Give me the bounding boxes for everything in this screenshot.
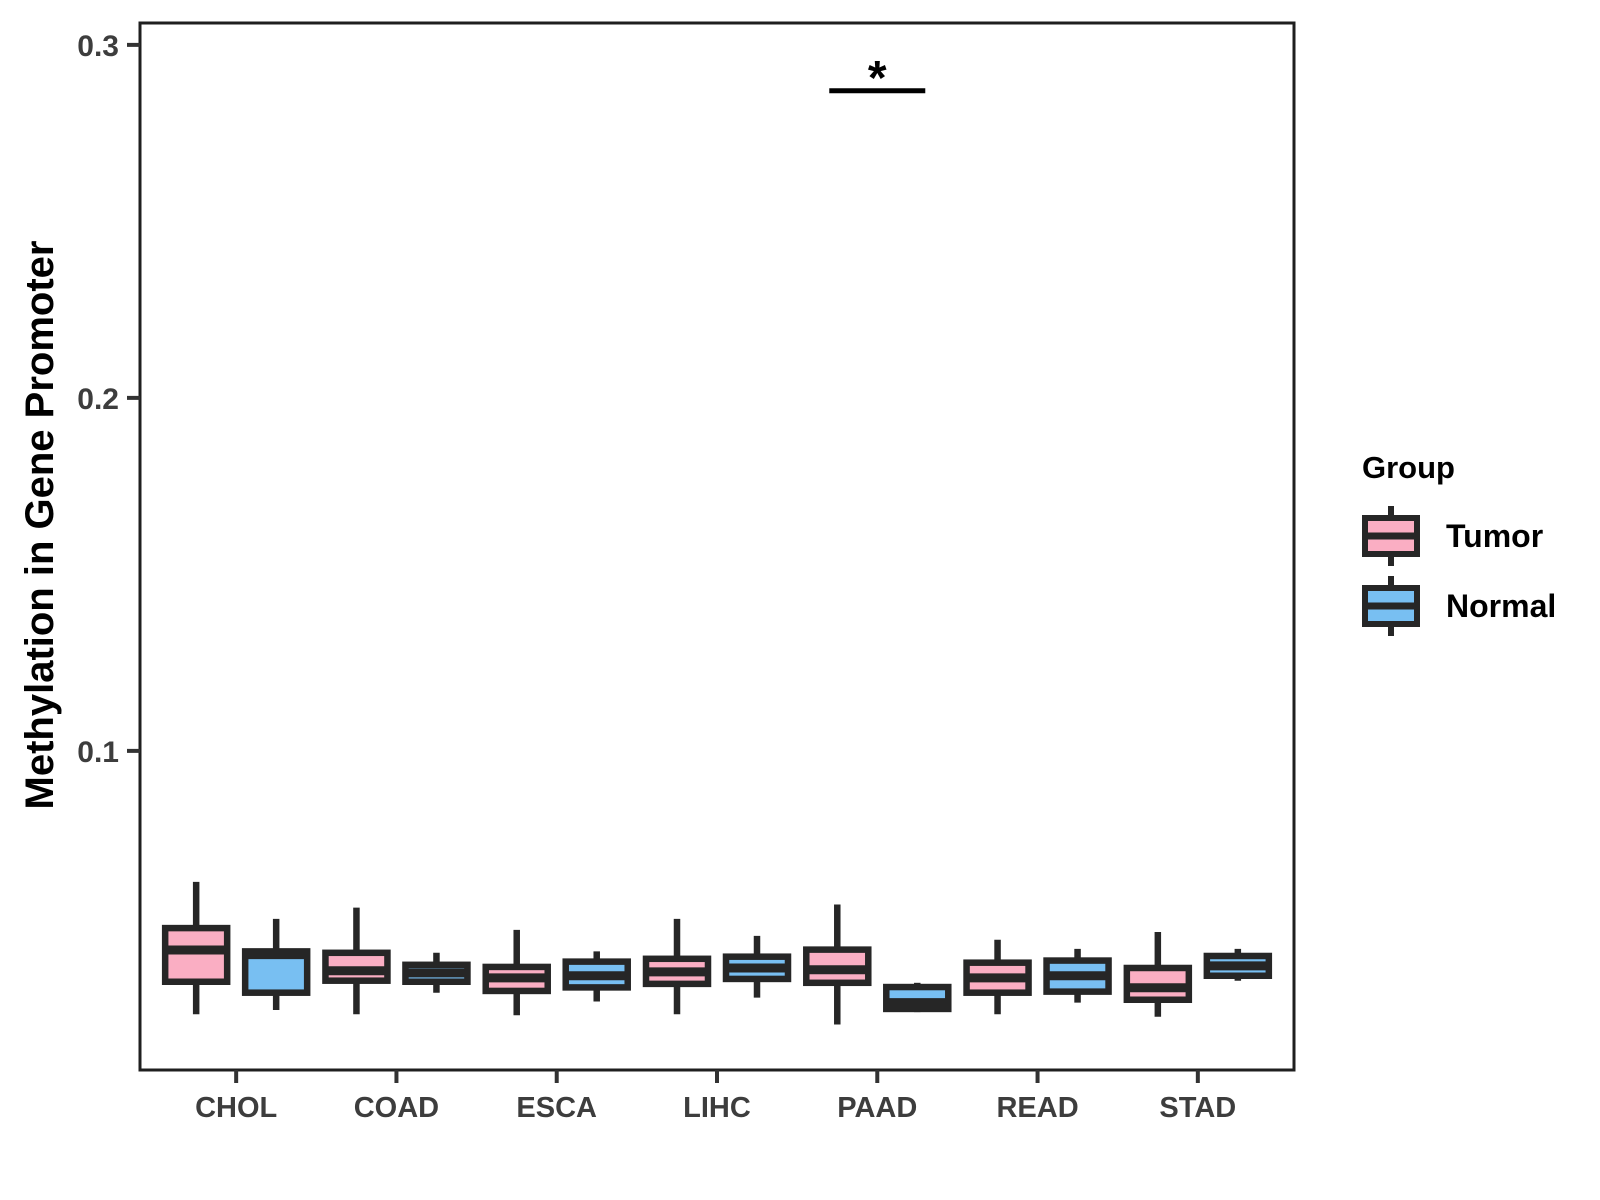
tumor-boxplot-key-icon bbox=[1362, 506, 1420, 566]
box-paad-tumor bbox=[803, 904, 872, 1025]
box-stad-tumor bbox=[1123, 931, 1193, 1017]
box-chol-tumor bbox=[161, 881, 231, 1015]
normal-boxplot-key-icon bbox=[1362, 576, 1420, 636]
boxplot-series bbox=[161, 881, 1273, 1025]
box-paad-normal bbox=[883, 982, 952, 1013]
x-tick-label-stad: STAD bbox=[1159, 1092, 1236, 1124]
plot-panel bbox=[138, 21, 1296, 1072]
y-tick-label: 0.2 bbox=[77, 383, 119, 416]
x-tick-label-coad: COAD bbox=[354, 1092, 439, 1124]
box-lihc-normal bbox=[722, 935, 792, 998]
y-tick-label: 0.1 bbox=[77, 736, 119, 769]
box-chol-normal bbox=[241, 918, 311, 1010]
x-axis: CHOL COAD ESCA LIHC PAAD READ STAD bbox=[195, 1070, 1236, 1124]
y-axis: 0.1 0.2 0.3 bbox=[77, 30, 140, 769]
legend-title: Group bbox=[1362, 450, 1455, 485]
x-tick-label-read: READ bbox=[996, 1092, 1078, 1124]
box-stad-normal bbox=[1203, 948, 1273, 981]
box-coad-normal bbox=[402, 952, 471, 993]
legend-entry-normal: Normal bbox=[1362, 574, 1556, 638]
box-esca-normal bbox=[562, 951, 631, 1002]
box-lihc-tumor bbox=[642, 918, 712, 1015]
box-read-tumor bbox=[963, 939, 1032, 1015]
legend-entry-tumor: Tumor bbox=[1362, 504, 1556, 568]
legend-label-tumor: Tumor bbox=[1446, 517, 1544, 554]
box-esca-tumor bbox=[482, 929, 551, 1016]
y-tick-label: 0.3 bbox=[77, 30, 119, 63]
significance-annotation: * bbox=[829, 52, 926, 105]
legend-label-normal: Normal bbox=[1446, 587, 1557, 624]
y-axis-title: Methylation in Gene Promoter bbox=[18, 241, 62, 810]
x-tick-label-chol: CHOL bbox=[195, 1092, 277, 1124]
x-tick-label-lihc: LIHC bbox=[683, 1092, 751, 1124]
box-coad-tumor bbox=[322, 907, 391, 1015]
box-read-normal bbox=[1043, 948, 1112, 1003]
iqr-box bbox=[161, 924, 231, 985]
significance-star: * bbox=[868, 52, 887, 105]
x-tick-label-paad: PAAD bbox=[837, 1092, 917, 1124]
x-tick-label-esca: ESCA bbox=[516, 1092, 597, 1124]
legend: Group Tumor Normal bbox=[1362, 450, 1556, 644]
